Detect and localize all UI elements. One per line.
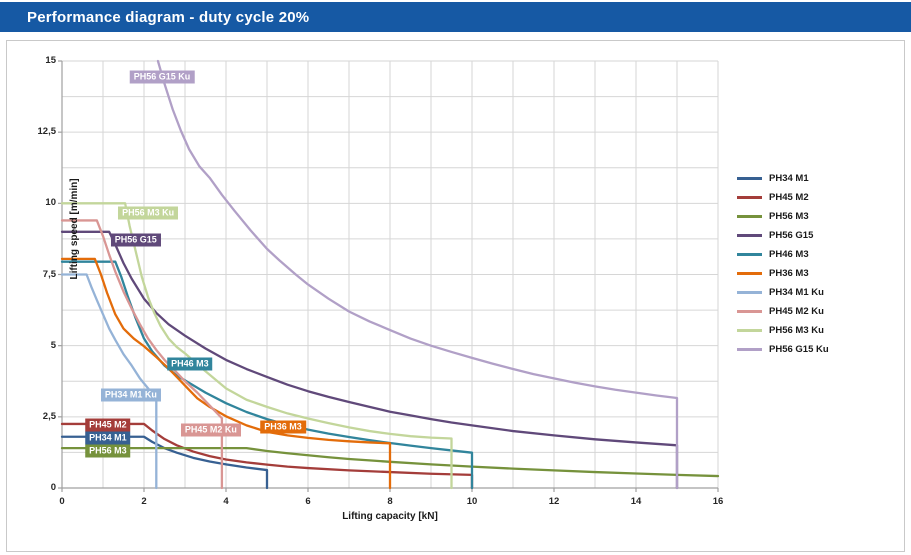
legend-label: PH45 M2 Ku: [769, 306, 824, 317]
x-tick-label: 4: [223, 496, 229, 507]
series-line-ph56-m3-ku: [60, 202, 453, 490]
legend-swatch: [737, 348, 762, 351]
legend: PH34 M1 PH45 M2 PH56 M3 PH56 G15 PH46 M3 PH36…: [737, 169, 829, 359]
legend-label: PH46 M3: [769, 249, 809, 260]
x-tick-label: 14: [630, 496, 642, 507]
curve-label-ph34-m1-ku: PH34 M1 Ku: [100, 388, 161, 402]
x-tick-label: 10: [466, 496, 478, 507]
x-tick-label: 2: [141, 496, 147, 507]
legend-item-ph34-m1: PH34 M1: [737, 169, 829, 188]
curve-label-ph45-m2: PH45 M2: [85, 418, 131, 432]
series-line-ph34-m1-ku: [60, 273, 158, 490]
series-line-ph45-m2: [60, 422, 474, 490]
legend-swatch: [737, 310, 762, 313]
legend-label: PH56 G15: [769, 230, 814, 241]
series-line-ph56-g15: [60, 230, 679, 490]
legend-label: PH34 M1 Ku: [769, 287, 824, 298]
curve-label-ph46-m3: PH46 M3: [167, 357, 213, 371]
series-line-ph56-g15-ku: [156, 59, 679, 490]
legend-item-ph56-m3-ku: PH56 M3 Ku: [737, 321, 829, 340]
legend-swatch: [737, 329, 762, 332]
legend-item-ph45-m2: PH45 M2: [737, 188, 829, 207]
legend-label: PH36 M3: [769, 268, 809, 279]
y-tick-label: 2,5: [42, 410, 56, 422]
legend-swatch: [737, 196, 762, 199]
curve-label-ph36-m3: PH36 M3: [260, 420, 306, 434]
legend-swatch: [737, 272, 762, 275]
legend-item-ph34-m1-ku: PH34 M1 Ku: [737, 283, 829, 302]
y-tick-label: 12,5: [37, 126, 57, 138]
curve-label-ph56-m3-ku: PH56 M3 Ku: [118, 206, 179, 220]
legend-label: PH56 M3: [769, 211, 809, 222]
series-line-ph45-m2-ku: [60, 219, 224, 490]
legend-item-ph45-m2-ku: PH45 M2 Ku: [737, 302, 829, 321]
legend-item-ph56-g15-ku: PH56 G15 Ku: [737, 340, 829, 359]
curve-label-ph45-m2-ku: PH45 M2 Ku: [180, 423, 241, 437]
legend-item-ph56-m3: PH56 M3: [737, 207, 829, 226]
curve-label-ph56-g15-ku: PH56 G15 Ku: [129, 70, 195, 84]
legend-swatch: [737, 253, 762, 256]
curve-label-ph56-m3: PH56 M3: [85, 444, 131, 458]
curve-label-ph34-m1: PH34 M1: [85, 431, 131, 445]
y-tick-label: 5: [50, 339, 56, 351]
y-tick-label: 7,5: [42, 268, 56, 280]
legend-label: PH34 M1: [769, 173, 809, 184]
page-title: Performance diagram - duty cycle 20%: [27, 8, 310, 26]
x-tick-label: 12: [548, 496, 560, 507]
x-tick-label: 0: [59, 496, 65, 507]
y-axis-title: Lifting speed [m/min]: [69, 178, 81, 280]
legend-label: PH56 G15 Ku: [769, 344, 829, 355]
x-tick-label: 6: [305, 496, 311, 507]
legend-label: PH45 M2: [769, 192, 809, 203]
legend-item-ph36-m3: PH36 M3: [737, 264, 829, 283]
curve-label-ph56-g15: PH56 G15: [110, 233, 161, 247]
legend-swatch: [737, 177, 762, 180]
series-line-ph34-m1: [60, 435, 269, 490]
legend-item-ph46-m3: PH46 M3: [737, 245, 829, 264]
legend-label: PH56 M3 Ku: [769, 325, 824, 336]
legend-swatch: [737, 234, 762, 237]
x-axis-title: Lifting capacity [kN]: [342, 511, 438, 522]
y-tick-label: 10: [45, 197, 56, 209]
x-tick-label: 8: [387, 496, 393, 507]
series-line-ph36-m3: [60, 257, 392, 490]
y-tick-label: 0: [50, 482, 56, 493]
legend-swatch: [737, 291, 762, 294]
title-banner: Performance diagram - duty cycle 20%: [0, 2, 911, 32]
x-tick-label: 16: [712, 496, 724, 507]
legend-swatch: [737, 215, 762, 218]
legend-item-ph56-g15: PH56 G15: [737, 226, 829, 245]
y-tick-label: 15: [45, 55, 56, 66]
